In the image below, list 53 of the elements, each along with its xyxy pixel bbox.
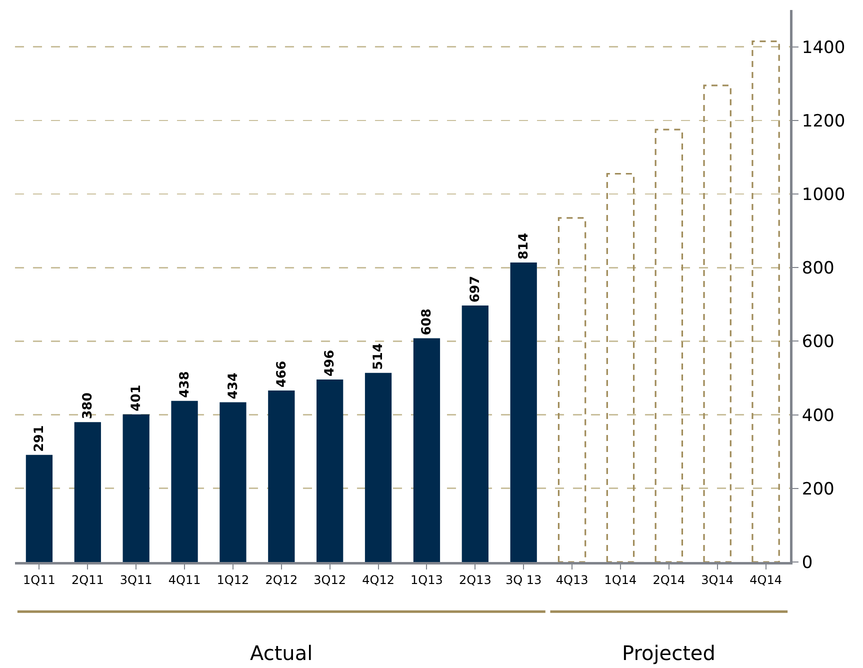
bar [364, 372, 392, 562]
data-label: 514 [371, 343, 386, 370]
bar [752, 40, 780, 562]
data-label: 401 [128, 384, 144, 412]
x-tick-label: 2Q13 [458, 572, 492, 587]
data-label: 380 [80, 392, 96, 420]
y-tick-label: 1400 [802, 38, 846, 58]
bar [316, 379, 344, 562]
data-label: 438 [177, 371, 192, 398]
x-tick-label: 4Q14 [750, 572, 782, 587]
x-tick-label: 3Q12 [314, 572, 346, 587]
x-tick-label: 2Q11 [71, 572, 104, 587]
x-tick-label: 1Q13 [410, 572, 443, 587]
x-tick-label: 1Q12 [216, 572, 250, 587]
x-tick-label: 1Q11 [23, 572, 56, 587]
text: Actual [250, 641, 313, 665]
x-tick-label: 4Q11 [168, 572, 201, 587]
x-tick-label: 4Q12 [362, 572, 394, 587]
data-label: 434 [226, 372, 241, 400]
bar [703, 84, 732, 562]
bar [462, 306, 488, 562]
bar [654, 128, 684, 562]
data-label: 496 [322, 350, 338, 376]
bar [606, 172, 635, 562]
data-label: 291 [32, 425, 48, 452]
x-tick-label: 4Q13 [556, 572, 588, 587]
x-tick-label: 3Q11 [120, 572, 152, 587]
x-tick-label: 3Q 13 [506, 572, 542, 587]
y-tick-label: 400 [802, 406, 834, 426]
bar [268, 390, 295, 562]
y-tick-label: 1000 [802, 184, 846, 205]
bar [558, 217, 586, 562]
bar [26, 454, 53, 562]
data-label: 608 [420, 308, 435, 336]
y-tick-label: 800 [802, 258, 834, 279]
data-label: 697 [468, 276, 484, 302]
bar [413, 338, 440, 562]
data-label: 814 [516, 232, 532, 260]
bar [122, 414, 150, 562]
y-tick-label: 200 [802, 479, 834, 500]
x-tick-label: 1Q14 [604, 572, 637, 587]
y-tick-label: 600 [802, 332, 834, 352]
x-tick-label: 2Q14 [652, 572, 686, 587]
y-tick-label: 0 [802, 552, 813, 573]
bar [510, 262, 537, 562]
data-label: 466 [274, 360, 290, 388]
bar [171, 400, 198, 562]
y-tick-label: 1200 [802, 111, 846, 132]
bar [220, 402, 246, 562]
x-tick-label: 2Q12 [265, 572, 298, 587]
x-tick-label: 3Q14 [701, 572, 734, 587]
bar [74, 422, 101, 562]
text: Projected [622, 641, 716, 665]
